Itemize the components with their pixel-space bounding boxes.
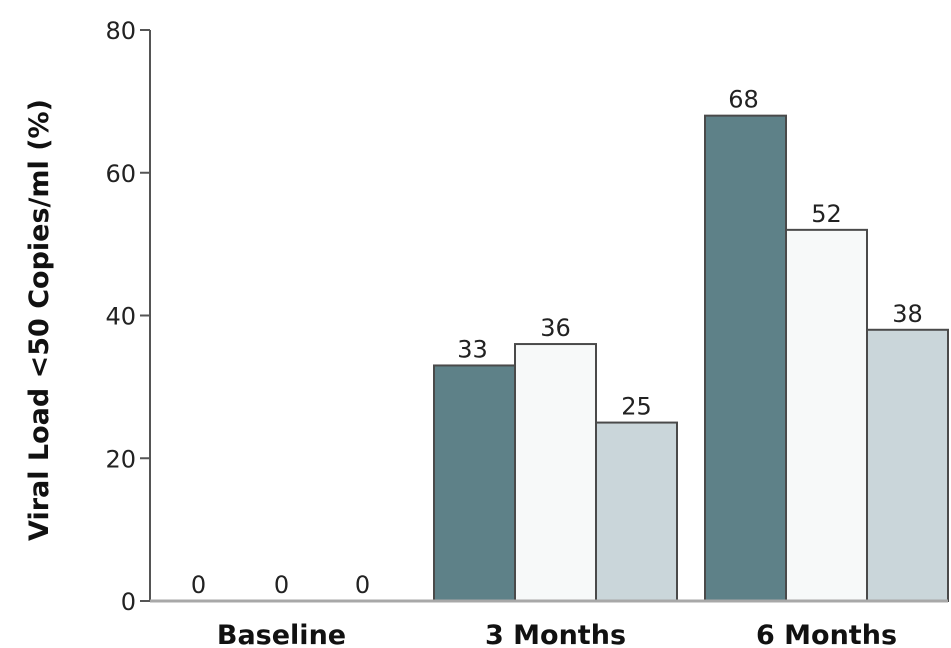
- y-tick-label: 0: [121, 588, 136, 616]
- bar: [433, 364, 516, 602]
- x-category-label: 6 Months: [756, 620, 897, 648]
- bar-value-label: 36: [540, 314, 571, 342]
- bar: [785, 228, 868, 602]
- bar: [866, 328, 949, 602]
- y-tick-label: 60: [105, 160, 136, 188]
- y-axis: 0 20 40 60 80: [105, 17, 151, 616]
- y-axis-title: Viral Load <50 Copies/ml (%): [24, 99, 55, 541]
- x-axis: Baseline 3 Months 6 Months: [150, 599, 948, 648]
- bar: [704, 114, 787, 603]
- bar-value-label: 52: [811, 200, 842, 228]
- y-tick-label: 40: [105, 303, 136, 331]
- value-labels-group: 0 0 0 33 36 25 68 52 38: [191, 86, 923, 599]
- x-category-label: 3 Months: [485, 620, 626, 648]
- bar-value-label: 0: [355, 571, 370, 599]
- bar: [595, 421, 678, 602]
- bar: [514, 343, 597, 602]
- y-tick-label: 80: [105, 17, 136, 45]
- y-tick-label: 20: [105, 445, 136, 473]
- bar-value-label: 68: [728, 86, 759, 114]
- bar-value-label: 38: [892, 300, 923, 328]
- bar-value-label: 0: [274, 571, 289, 599]
- bar-value-label: 25: [621, 393, 652, 421]
- bar-value-label: 33: [457, 335, 488, 363]
- bar-value-label: 0: [191, 571, 206, 599]
- bars-group: [433, 114, 949, 603]
- x-category-label: Baseline: [217, 620, 346, 648]
